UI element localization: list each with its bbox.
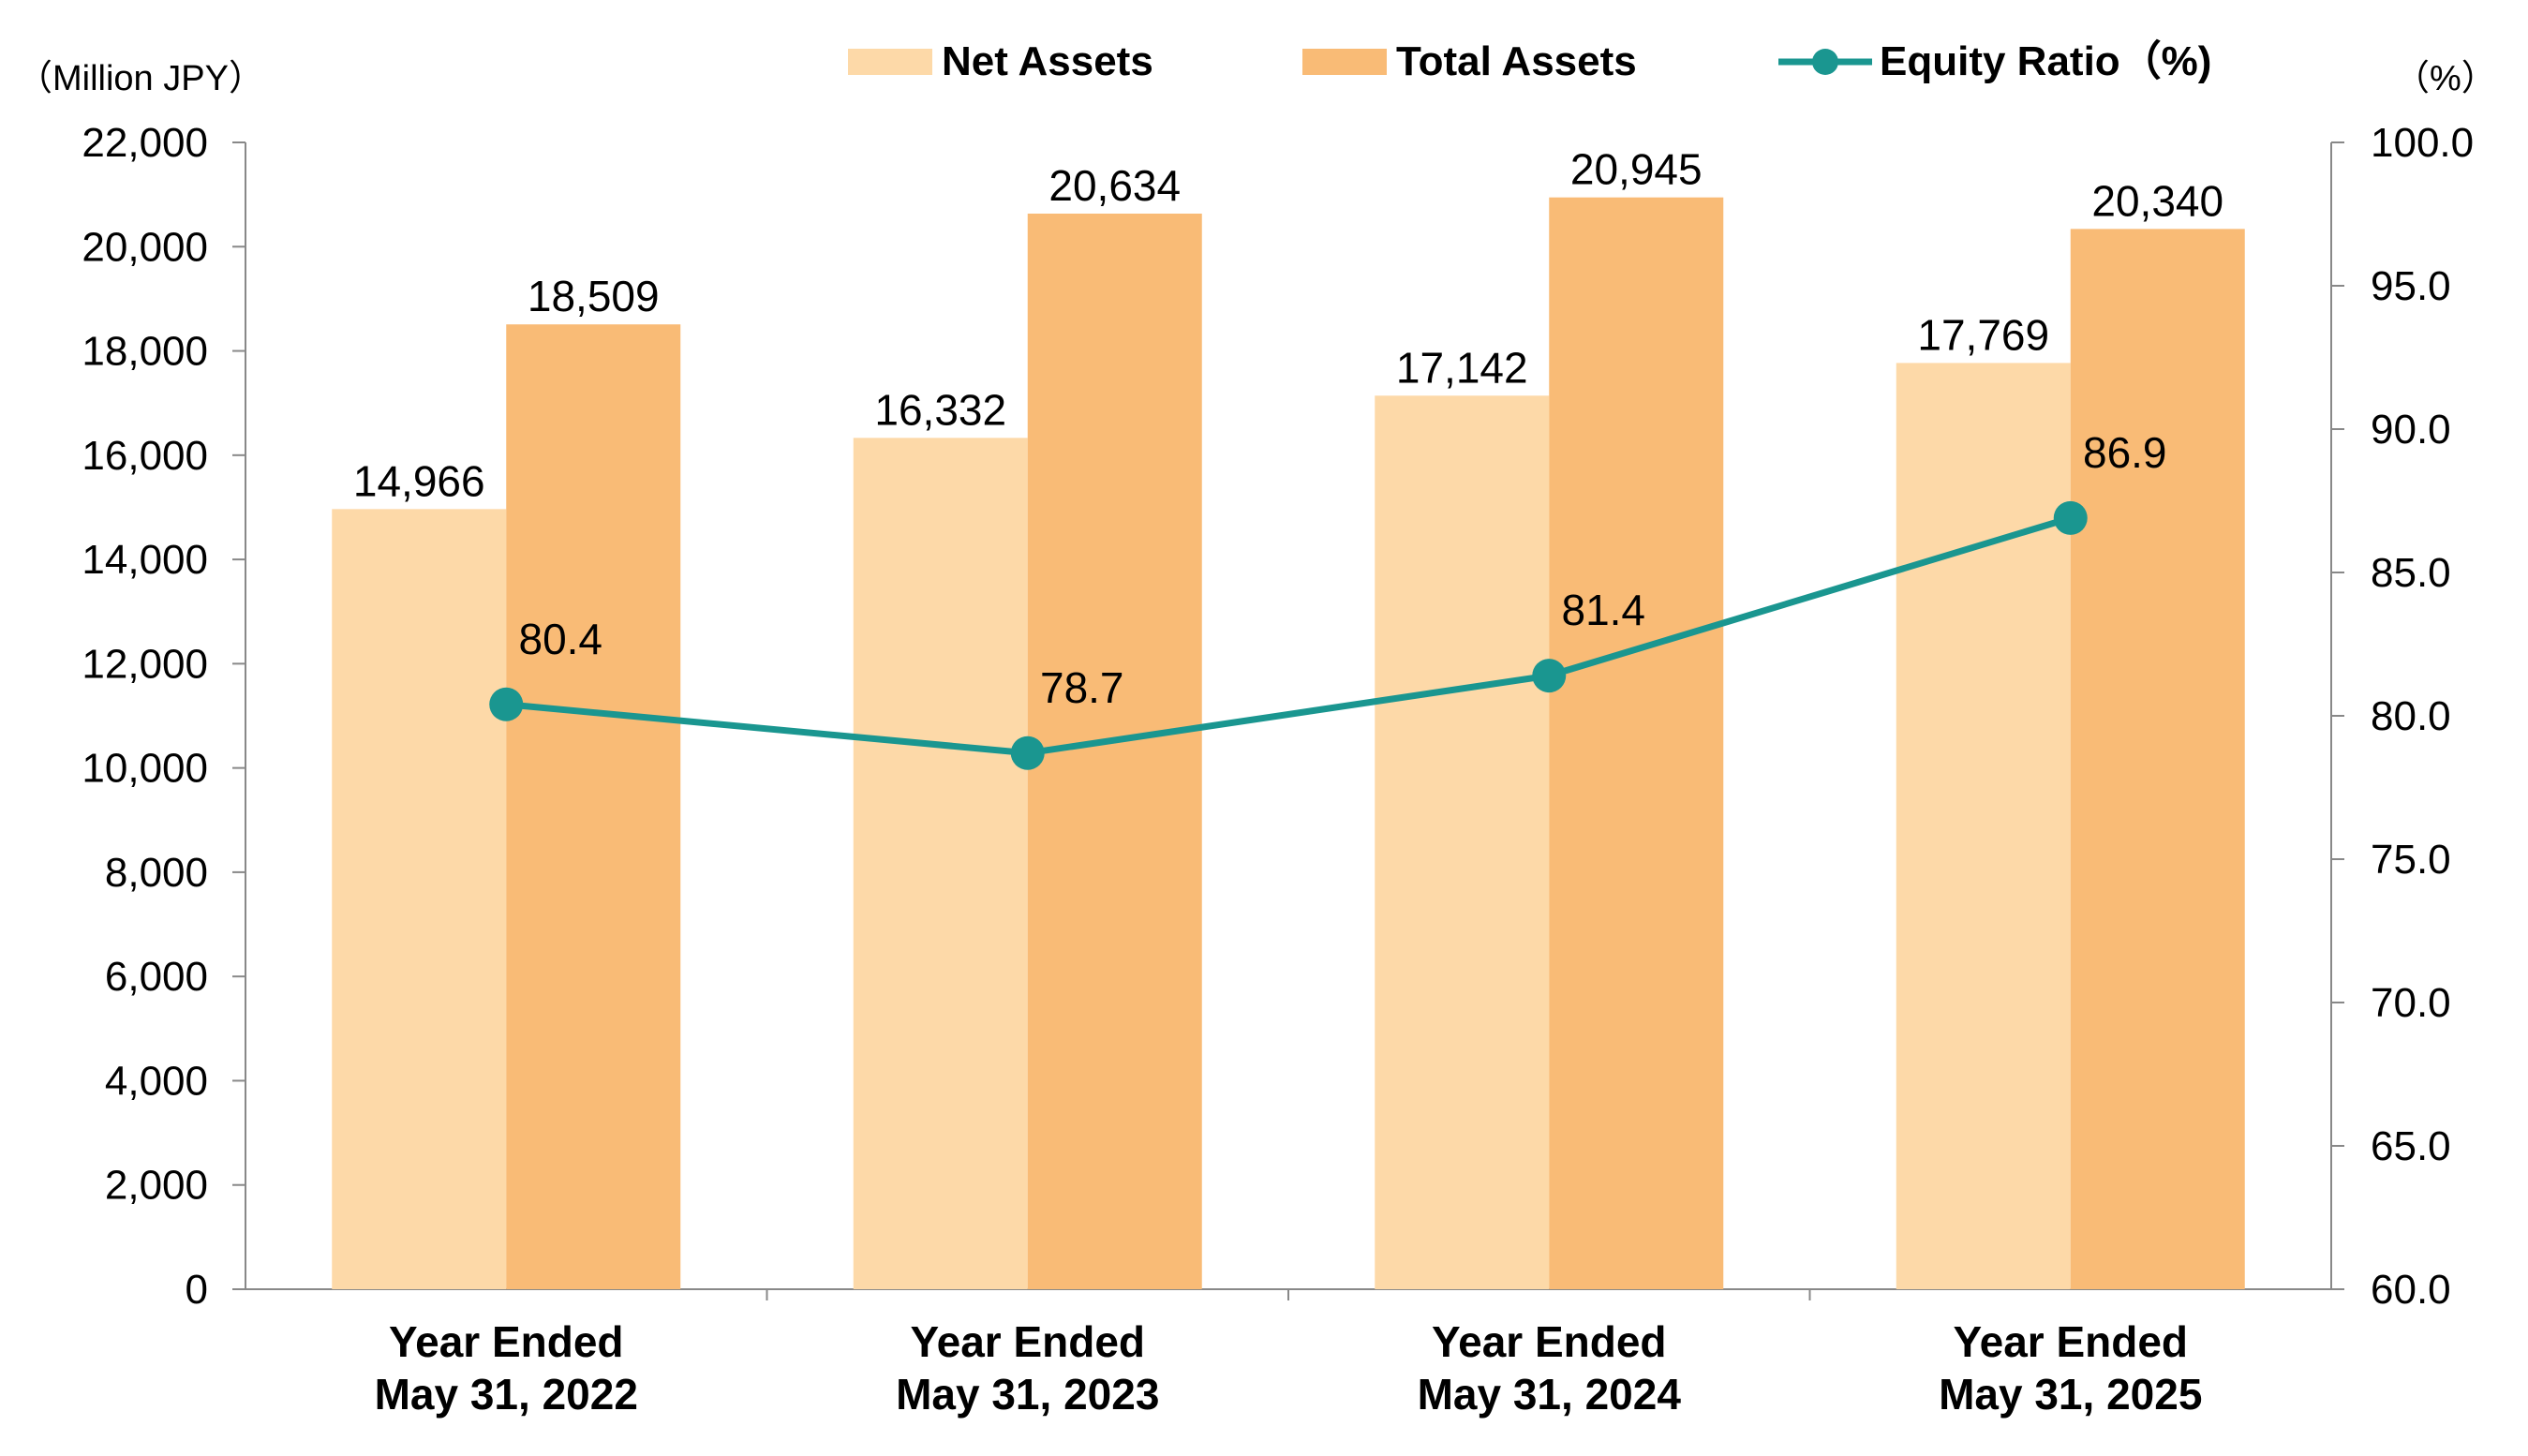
category-label: May 31, 2025: [1939, 1370, 2202, 1419]
right-tick-label: 85.0: [2371, 550, 2451, 596]
category-label: Year Ended: [1953, 1317, 2188, 1366]
total-assets-label: 20,340: [2091, 176, 2223, 225]
equity-ratio-label: 80.4: [518, 615, 602, 663]
net-assets-bar: [853, 438, 1028, 1289]
axes: 0 2,000 4,000 6,000 8,000 10,000 12,000 14,000 1…: [82, 120, 2474, 1419]
right-tick-label: 70.0: [2371, 980, 2451, 1026]
left-tick-label: 10,000: [82, 746, 208, 792]
left-tick-label: 6,000: [105, 954, 208, 1000]
left-tick-label: 16,000: [82, 433, 208, 479]
left-tick-label: 22,000: [82, 120, 208, 166]
legend-label: Equity Ratio（%): [1880, 38, 2211, 84]
left-axis-unit: （Million JPY）: [17, 59, 264, 98]
total-assets-bar: [2070, 229, 2245, 1290]
net-assets-label: 17,769: [1917, 310, 2049, 359]
data-labels: 14,966 16,332 17,142 17,769 18,509 20,634 20,9…: [353, 145, 2223, 712]
total-assets-label: 20,634: [1048, 161, 1181, 210]
category-label: May 31, 2022: [375, 1370, 638, 1419]
equity-ratio-point: [1010, 735, 1045, 770]
category-label: Year Ended: [389, 1317, 624, 1366]
equity-ratio-point: [1532, 659, 1567, 693]
right-tick-label: 75.0: [2371, 837, 2451, 883]
left-tick-label: 18,000: [82, 329, 208, 375]
equity-ratio-label: 78.7: [1040, 663, 1124, 712]
left-tick-label: 2,000: [105, 1163, 208, 1209]
left-tick-label: 0: [186, 1267, 208, 1313]
equity-ratio-point: [489, 687, 524, 721]
right-axis-unit: （%）: [2394, 59, 2497, 98]
left-tick-label: 4,000: [105, 1058, 208, 1104]
left-tick-label: 8,000: [105, 850, 208, 896]
equity-ratio-label: 81.4: [1561, 586, 1645, 634]
right-tick-label: 100.0: [2371, 120, 2474, 166]
total-assets-bar: [506, 324, 681, 1289]
legend-label: Net Assets: [942, 38, 1153, 84]
category-label: Year Ended: [1432, 1317, 1667, 1366]
total-assets-label: 20,945: [1570, 145, 1703, 194]
equity-ratio-polyline: [505, 514, 2072, 757]
total-assets-label: 18,509: [528, 272, 660, 320]
net-assets-bar: [1375, 395, 1550, 1289]
legend: Net Assets Total Assets Equity Ratio（%): [848, 38, 2211, 84]
net-assets-label: 16,332: [874, 385, 1006, 434]
left-tick-label: 20,000: [82, 224, 208, 270]
equity-ratio-point: [2053, 500, 2088, 535]
total-assets-bar: [1549, 197, 1724, 1289]
equity-ratio-line: [489, 500, 2088, 770]
bars: [332, 197, 2245, 1290]
left-tick-label: 14,000: [82, 537, 208, 583]
right-tick-label: 90.0: [2371, 407, 2451, 453]
equity-ratio-label: 86.9: [2083, 428, 2167, 477]
net-assets-bar: [1896, 363, 2071, 1289]
category-label: Year Ended: [910, 1317, 1145, 1366]
category-label: May 31, 2024: [1418, 1370, 1682, 1419]
legend-swatch: [1302, 49, 1387, 75]
legend-swatch: [848, 49, 932, 75]
right-tick-label: 80.0: [2371, 693, 2451, 739]
category-label: May 31, 2023: [896, 1370, 1159, 1419]
right-tick-label: 65.0: [2371, 1123, 2451, 1169]
net-assets-label: 14,966: [353, 456, 485, 505]
net-assets-bar: [332, 509, 507, 1289]
net-assets-label: 17,142: [1396, 343, 1528, 392]
left-tick-label: 12,000: [82, 641, 208, 687]
legend-marker: [1812, 49, 1838, 75]
right-tick-label: 60.0: [2371, 1267, 2451, 1313]
legend-label: Total Assets: [1396, 38, 1637, 84]
right-tick-label: 95.0: [2371, 263, 2451, 309]
